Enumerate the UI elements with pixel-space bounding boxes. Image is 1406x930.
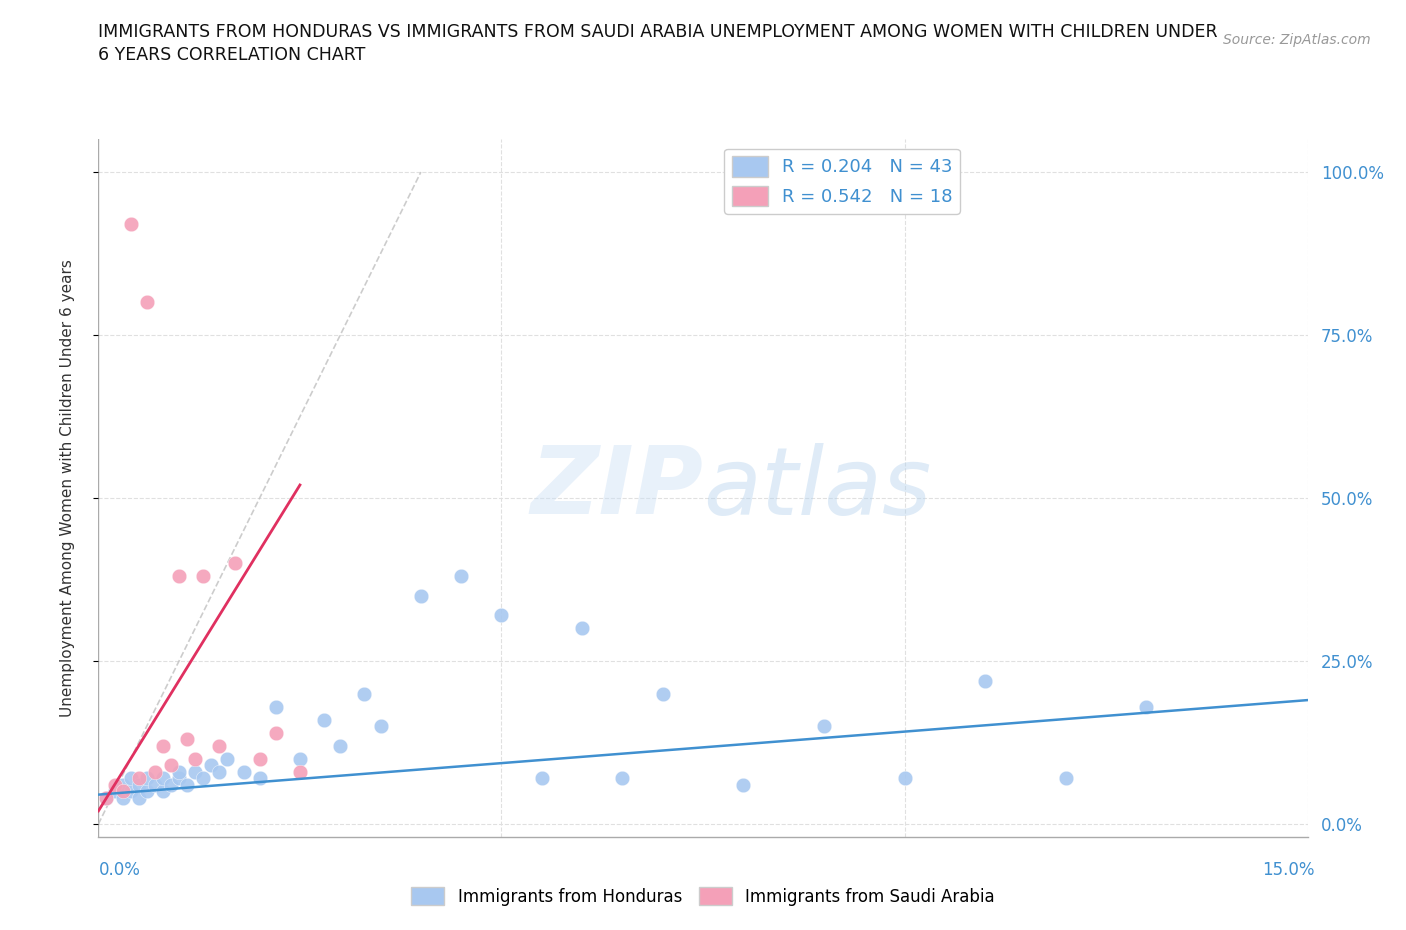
Point <box>530 771 553 786</box>
Text: ZIP: ZIP <box>530 443 703 534</box>
Point <box>491 608 513 623</box>
Point <box>314 712 336 727</box>
Point <box>288 751 311 766</box>
Point <box>152 738 174 753</box>
Point <box>974 673 997 688</box>
Point <box>167 771 190 786</box>
Point <box>111 790 134 805</box>
Point <box>111 784 134 799</box>
Point <box>249 751 271 766</box>
Point <box>120 784 142 799</box>
Point <box>167 569 190 584</box>
Point <box>111 777 134 792</box>
Point <box>208 764 231 779</box>
Y-axis label: Unemployment Among Women with Children Under 6 years: Unemployment Among Women with Children U… <box>60 259 75 717</box>
Point <box>120 771 142 786</box>
Point <box>135 771 157 786</box>
Text: 0.0%: 0.0% <box>98 860 141 879</box>
Point <box>143 764 166 779</box>
Text: Source: ZipAtlas.com: Source: ZipAtlas.com <box>1223 33 1371 46</box>
Point <box>103 784 125 799</box>
Point <box>288 764 311 779</box>
Point <box>370 719 392 734</box>
Point <box>612 771 634 786</box>
Text: 6 YEARS CORRELATION CHART: 6 YEARS CORRELATION CHART <box>98 46 366 64</box>
Point <box>893 771 915 786</box>
Point <box>96 790 118 805</box>
Point <box>409 589 432 604</box>
Point <box>193 771 215 786</box>
Point <box>167 764 190 779</box>
Point <box>249 771 271 786</box>
Point <box>1054 771 1077 786</box>
Point <box>176 777 198 792</box>
Point <box>264 699 287 714</box>
Point <box>813 719 835 734</box>
Legend: Immigrants from Honduras, Immigrants from Saudi Arabia: Immigrants from Honduras, Immigrants fro… <box>405 881 1001 912</box>
Point <box>224 556 246 571</box>
Point <box>135 784 157 799</box>
Point <box>128 777 150 792</box>
Point <box>135 295 157 310</box>
Point <box>128 771 150 786</box>
Point <box>353 686 375 701</box>
Point <box>193 569 215 584</box>
Text: atlas: atlas <box>703 443 931 534</box>
Point <box>232 764 254 779</box>
Point <box>176 732 198 747</box>
Text: 15.0%: 15.0% <box>1263 860 1315 879</box>
Point <box>120 217 142 232</box>
Point <box>160 777 183 792</box>
Point <box>152 771 174 786</box>
Point <box>1135 699 1157 714</box>
Point <box>160 758 183 773</box>
Point <box>184 751 207 766</box>
Point <box>329 738 352 753</box>
Point <box>651 686 673 701</box>
Point <box>143 777 166 792</box>
Legend: R = 0.204   N = 43, R = 0.542   N = 18: R = 0.204 N = 43, R = 0.542 N = 18 <box>724 149 960 214</box>
Point <box>152 784 174 799</box>
Point <box>208 738 231 753</box>
Point <box>264 725 287 740</box>
Text: IMMIGRANTS FROM HONDURAS VS IMMIGRANTS FROM SAUDI ARABIA UNEMPLOYMENT AMONG WOME: IMMIGRANTS FROM HONDURAS VS IMMIGRANTS F… <box>98 23 1218 41</box>
Point <box>217 751 239 766</box>
Point <box>733 777 755 792</box>
Point <box>571 621 593 636</box>
Point <box>184 764 207 779</box>
Point <box>128 790 150 805</box>
Point <box>200 758 222 773</box>
Point <box>103 777 125 792</box>
Point <box>450 569 472 584</box>
Point <box>96 790 118 805</box>
